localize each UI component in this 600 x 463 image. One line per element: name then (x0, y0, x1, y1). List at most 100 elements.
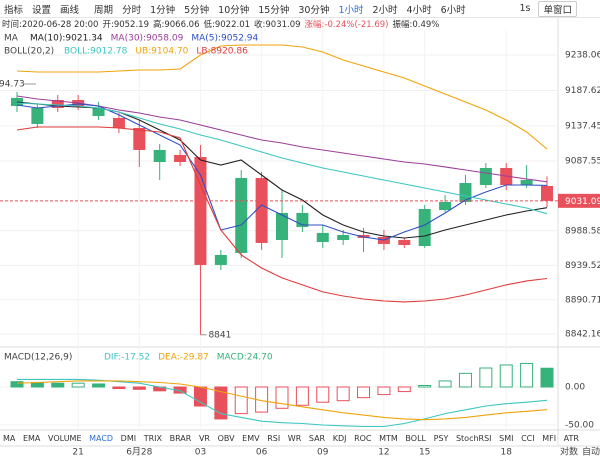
x-tick-label: 15 (419, 448, 430, 458)
x-tick-label: 6月28 (126, 447, 152, 458)
candle-body (520, 179, 533, 185)
y-tick-label: 8988.58 (565, 226, 600, 236)
interval[interactable]: 1s (519, 3, 531, 14)
x-tick-label: 18 (501, 448, 513, 458)
y-tick-label: 0.00 (565, 383, 585, 393)
indicator-tab[interactable]: MFI (542, 434, 557, 443)
indicator-tab[interactable]: EMV (242, 434, 260, 443)
indicator-tab[interactable]: MTM (379, 434, 398, 443)
indicator-tab[interactable]: MA (3, 434, 16, 443)
indicator-line (16, 126, 548, 303)
indicator-tab[interactable]: BRAR (169, 434, 192, 443)
macd-bar (71, 382, 85, 388)
period-button[interactable]: 4小时 (406, 4, 432, 16)
indicator-tab[interactable]: CCI (521, 434, 535, 443)
period-button[interactable]: 30分钟 (298, 4, 330, 16)
indicator-tab[interactable]: PSY (433, 434, 449, 443)
y-tick-label: 9238.06 (565, 51, 600, 61)
period-button[interactable]: 6小时 (440, 4, 466, 16)
candle-body (133, 127, 146, 150)
candle-body (153, 149, 166, 163)
period-button[interactable]: 10分钟 (218, 4, 250, 16)
macd-line (16, 380, 548, 421)
indicator-tab[interactable]: SAR (308, 434, 326, 443)
indicator-tab[interactable]: OBV (217, 434, 235, 443)
indicator-tab[interactable]: VR (198, 434, 210, 443)
indicator-tab[interactable]: KDJ (332, 434, 347, 443)
macd-bar (10, 381, 24, 388)
macd-bar (193, 386, 207, 407)
scale-option[interactable]: 对数 (560, 446, 578, 458)
toolbar: 指标 设置 画线 周期 分时 1分钟 5分钟 10分钟 15分钟 30分钟 1小时 2小时 4小时 6小时… (0, 0, 600, 18)
window-mode[interactable]: 单窗口 (538, 0, 577, 17)
indicator-tab[interactable]: VOLUME (48, 434, 82, 443)
info-item: 振幅:0.49% (392, 19, 440, 30)
indicator-tab[interactable]: StochRSI (455, 434, 492, 443)
macd-bar (540, 367, 554, 388)
candle-body (11, 97, 23, 106)
candle-body (418, 209, 431, 247)
macd-bar (132, 386, 146, 390)
x-tick-label: 21 (72, 448, 83, 458)
legend-entry: DIF:-17.52 (104, 353, 150, 363)
tool-button[interactable]: 画线 (60, 4, 80, 16)
y-tick-label: 9187.62 (565, 86, 600, 96)
indicator-tab[interactable]: SMI (499, 434, 514, 443)
candle-body (255, 178, 268, 243)
indicator-tab[interactable]: ATR (563, 434, 579, 443)
legend-label: MA (4, 34, 19, 44)
macd-bar (418, 384, 432, 388)
indicator-tab[interactable]: ROC (354, 434, 372, 443)
period-button[interactable]: 1小时 (338, 4, 364, 16)
legend-entry: MA(10):9021.34 (30, 34, 103, 44)
macd-bar (234, 386, 248, 415)
macd-bar (112, 386, 126, 390)
indicator-tab[interactable]: DMI (120, 434, 137, 443)
period-button[interactable]: 2小时 (372, 4, 398, 16)
indicator-tab[interactable]: MACD (89, 434, 114, 443)
candle-body (214, 254, 227, 265)
macd-bar (377, 386, 391, 396)
candle-body (479, 167, 492, 185)
y-tick-label: 9087.55 (565, 157, 600, 167)
indicator-tab[interactable]: EMA (22, 434, 41, 443)
indicator-tab[interactable]: RSI (267, 434, 281, 443)
info-item: 时间:2020-06-28 20:00 (2, 19, 99, 30)
period-button[interactable]: 5分钟 (184, 4, 210, 16)
candle-body (51, 100, 64, 108)
candle-body (31, 107, 44, 124)
candle-body (439, 201, 452, 210)
indicator-tab[interactable]: TRIX (143, 434, 162, 443)
macd-bar (51, 382, 65, 388)
macd-bar (397, 386, 411, 393)
indicator-line (16, 102, 548, 215)
period-button[interactable]: 15分钟 (258, 4, 290, 16)
low-label: 8841 (208, 330, 231, 340)
candle-body (235, 178, 248, 253)
tool-button[interactable]: 指标 (4, 4, 24, 16)
candle-body (459, 183, 472, 202)
macd-bar (499, 364, 513, 388)
candle-body (398, 240, 411, 246)
indicator-line (16, 44, 548, 150)
indicator-line (16, 95, 548, 183)
y-tick-label: 9137.45 (565, 121, 600, 131)
legend-entry: MACD:24.70 (217, 353, 273, 363)
y-tick-label: 8890.71 (565, 295, 600, 305)
macd-bar (275, 386, 289, 409)
macd-bar (438, 380, 452, 388)
period-button[interactable]: 1分钟 (150, 4, 176, 16)
period-label[interactable]: 周期 (94, 4, 114, 16)
indicator-tab[interactable]: BOLL (405, 434, 426, 443)
price-box (558, 193, 600, 208)
tool-button[interactable]: 设置 (32, 4, 52, 16)
scale-option[interactable]: 自动 (582, 446, 600, 458)
macd-bar (336, 386, 350, 402)
y-tick-label: 8939.52 (565, 261, 600, 271)
candle-body (337, 235, 350, 241)
info-item: 开:9052.19 (102, 19, 149, 30)
period-button[interactable]: 分时 (122, 4, 142, 16)
info-item: 涨幅:-0.24%(-21.69) (304, 19, 389, 30)
indicator-tab[interactable]: WR (287, 434, 302, 443)
